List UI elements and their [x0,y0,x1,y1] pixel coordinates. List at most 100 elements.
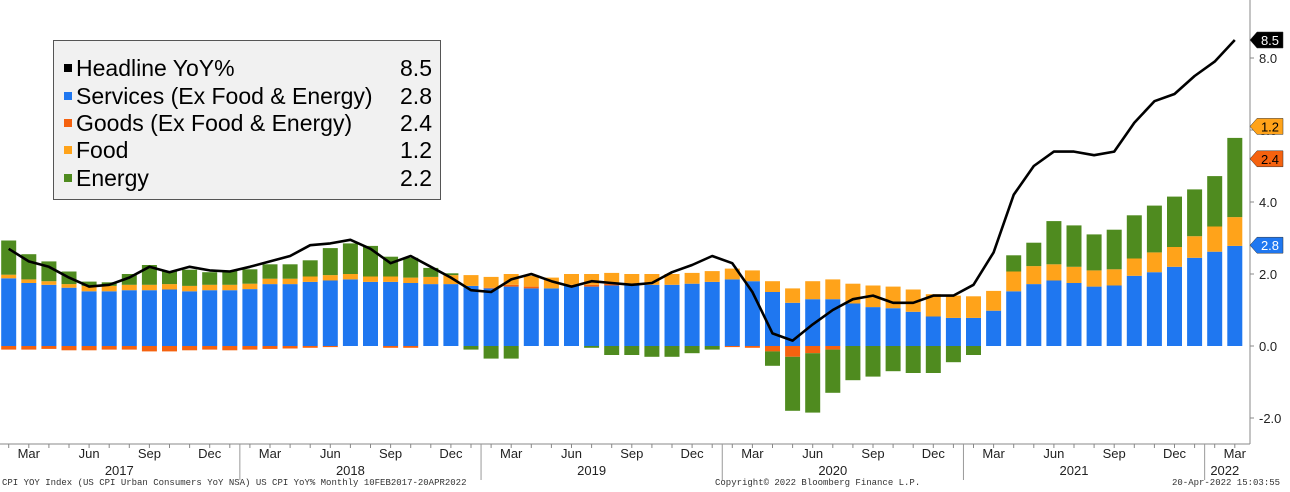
bar-segment [162,271,177,285]
bar-segment [905,289,921,312]
value-tag-bg [1249,150,1284,168]
legend-swatch-headline [64,64,72,72]
bar-segment [1066,283,1082,346]
bar-segment [443,284,459,346]
bar-segment [61,346,77,351]
bar-segment [41,284,57,346]
x-year-label: 2020 [818,463,847,478]
bar-segment [584,274,600,285]
bar-segment [543,277,559,289]
bar-segment [664,274,680,285]
bar-segment [744,346,760,348]
bar-segment [604,272,620,284]
x-year-label: 2022 [1210,463,1239,478]
headline-line [8,39,1236,342]
bar-segment [845,303,861,346]
bar-segment [483,346,499,359]
bar-segment [423,284,439,346]
bar-segment [322,280,338,346]
bar-segment [483,276,499,288]
bar-segment [1167,247,1182,267]
x-tick-label: Sep [1103,446,1126,461]
bar-segment [584,286,600,346]
bar-segment [262,346,278,349]
bar-segment [363,276,378,282]
bar-segment [383,281,399,346]
bar-segment [1026,242,1042,267]
bar-segment [222,346,238,351]
bar-segment [262,284,278,346]
legend-value: 2.8 [400,83,432,109]
bar-segment [584,346,600,348]
bar-segment [684,346,700,354]
bar-segment [383,346,399,348]
legend-label: Services (Ex Food & Energy) [76,83,373,109]
bar-segment [604,285,620,346]
bar-segment [222,270,238,285]
bar-segment [282,278,298,285]
bar-segment [383,276,399,282]
x-tick-label: Dec [439,446,463,461]
bar-segment [644,284,660,346]
x-tick-label: Sep [379,446,402,461]
bar-segment [905,311,921,346]
x-tick-label: Jun [79,446,100,461]
value-tag: 2.4 [1249,150,1284,168]
bar-segment [765,351,780,366]
bar-segment [945,295,961,318]
bar-segment [342,279,358,346]
x-tick-label: Mar [1224,446,1247,461]
x-tick-label: Jun [802,446,823,461]
bar-segment [1006,291,1022,346]
value-tag-bg [1249,31,1284,49]
bar-segment [1106,269,1122,286]
bar-segment [1086,286,1102,346]
bar-segment [162,284,177,290]
bar-segment [805,353,821,413]
bar-segment [1187,236,1203,258]
bar-segment [1187,257,1203,346]
bar-segment [785,356,801,411]
bar-segment [463,346,479,350]
bar-segment [1006,255,1022,272]
bar-segment [765,292,780,346]
bar-segment [805,281,821,300]
bar-segment [564,274,579,285]
footer-source: CPI YOY Index (US CPI Urban Consumers Yo… [2,478,467,488]
bar-segment [885,308,901,346]
bar-segment [1146,205,1162,253]
bar-segment [724,279,740,346]
bar-segment [121,284,137,291]
bar-segment [182,269,198,286]
bar-segment [966,296,981,318]
value-tag: 1.2 [1249,118,1284,135]
bar-segment [925,346,941,373]
bar-segment [543,288,559,346]
bar-segment [1046,264,1062,281]
bar-segment [1167,266,1182,346]
bar-segment [1126,258,1142,276]
bar-segment [905,346,921,373]
bar-segment [523,288,539,346]
legend: Headline YoY% 8.5 Services (Ex Food & En… [53,40,441,200]
bar-segment [302,346,318,348]
legend-item-food: Food 1.2 [62,136,432,164]
bar-segment [61,284,77,288]
bar-segment [1046,280,1062,346]
y-tick-label: 4.0 [1259,195,1277,210]
bar-segment [825,299,841,346]
bar-segment [765,281,780,292]
bar-segment [664,284,680,346]
bar-segment [704,271,720,282]
bar-segment [704,281,720,346]
bar-segment [564,284,579,286]
bar-segment [282,284,298,346]
bar-segment [1207,251,1223,346]
bar-segment [966,346,981,355]
bar-segment [503,284,519,287]
bar-segment [523,275,539,287]
bar-segment [1207,176,1223,227]
bar-segment [805,346,821,354]
bar-segment [21,279,37,283]
